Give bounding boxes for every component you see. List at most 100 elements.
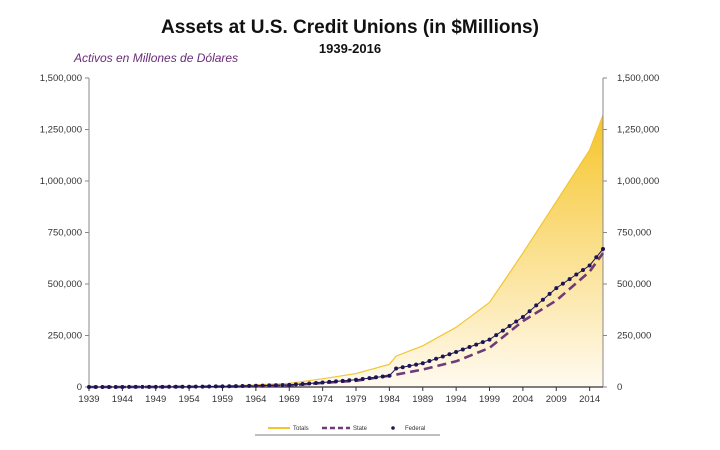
federal-point: [560, 281, 565, 286]
federal-point: [520, 315, 525, 319]
federal-point: [581, 268, 585, 272]
y-tick-label-right: 250,000: [617, 331, 651, 342]
federal-point: [547, 291, 552, 296]
x-tick-label: 1944: [112, 394, 133, 405]
x-tick-label: 2004: [512, 394, 533, 405]
y-tick-label-left: 1,000,000: [40, 176, 82, 187]
series-totals-area: [88, 114, 604, 388]
x-tick-label: 1964: [245, 394, 266, 405]
federal-point: [407, 363, 412, 368]
x-tick-label: 1949: [145, 394, 166, 405]
federal-point: [394, 366, 399, 371]
federal-point: [127, 384, 132, 389]
federal-point: [334, 379, 338, 384]
federal-point: [574, 272, 579, 277]
federal-point: [440, 354, 445, 359]
federal-point: [367, 376, 372, 381]
federal-point: [434, 356, 439, 361]
series-totals-fill: [89, 115, 603, 387]
x-tick-label: 2014: [579, 394, 600, 405]
federal-point: [594, 255, 599, 260]
federal-point: [447, 352, 452, 357]
legend-federal-label: Federal: [405, 426, 425, 432]
y-tick-label-left: 250,000: [48, 331, 82, 342]
y-tick-label-right: 1,500,000: [617, 73, 659, 84]
federal-point: [233, 384, 238, 389]
federal-point: [153, 384, 158, 389]
x-tick-label: 1974: [312, 394, 333, 405]
federal-point: [340, 378, 345, 383]
federal-point: [601, 247, 605, 251]
federal-point: [120, 385, 125, 389]
federal-point: [307, 381, 312, 386]
chart-subtitle: 1939-2016: [319, 41, 381, 56]
x-tick-label: 1979: [345, 394, 366, 405]
federal-point: [320, 380, 325, 385]
y-tick-label-left: 0: [77, 382, 82, 393]
federal-point: [287, 382, 292, 387]
y-axis-ticks: 0 0 250,000 250,000 500,000 500,000 750,000 750…: [40, 73, 660, 393]
federal-point: [587, 263, 592, 268]
x-tick-label: 2009: [546, 394, 567, 405]
x-axis-ticks: 1939 1944 1949 1954 1959 1964 1969 1974 1979 1984…: [78, 387, 600, 405]
federal-point: [293, 382, 298, 387]
federal-point: [107, 385, 111, 389]
federal-point: [487, 337, 492, 342]
federal-point: [387, 373, 392, 378]
chart-annotation: Activos en Millones de Dólares: [73, 51, 238, 65]
federal-point: [347, 378, 352, 383]
federal-point: [480, 340, 485, 345]
federal-point: [500, 328, 505, 333]
chart-title: Assets at U.S. Credit Unions (in $Millio…: [161, 17, 539, 38]
series-lines: [87, 247, 605, 389]
federal-point: [400, 365, 405, 370]
federal-point: [187, 384, 192, 389]
x-tick-label: 1989: [412, 394, 433, 405]
federal-point: [93, 385, 98, 389]
federal-point: [427, 359, 432, 363]
federal-point: [87, 385, 91, 389]
x-tick-label: 1999: [479, 394, 500, 405]
federal-point: [534, 303, 539, 308]
y-tick-label-right: 0: [617, 382, 622, 393]
federal-point: [240, 384, 245, 388]
federal-point: [374, 375, 378, 380]
x-tick-label: 1969: [279, 394, 300, 405]
federal-point: [207, 384, 212, 389]
y-tick-label-left: 1,250,000: [40, 125, 82, 136]
federal-point: [213, 384, 218, 389]
federal-point: [113, 385, 118, 389]
x-tick-label: 1994: [446, 394, 467, 405]
federal-point: [460, 347, 465, 352]
federal-point: [507, 324, 512, 328]
federal-point: [474, 342, 479, 347]
federal-point: [253, 383, 258, 388]
federal-point: [220, 384, 225, 389]
federal-point: [567, 277, 572, 282]
federal-point: [514, 319, 519, 324]
federal-point: [494, 333, 499, 338]
federal-point: [193, 384, 198, 389]
y-tick-label-left: 750,000: [48, 228, 82, 239]
federal-point: [160, 384, 165, 389]
federal-point: [314, 381, 318, 385]
federal-point: [527, 309, 532, 314]
federal-point: [200, 384, 205, 389]
federal-point: [100, 385, 105, 389]
x-tick-label: 1954: [179, 394, 200, 405]
federal-point: [554, 286, 559, 291]
federal-point: [247, 383, 252, 388]
federal-point: [540, 297, 545, 302]
federal-point: [454, 350, 459, 354]
federal-point: [380, 374, 385, 379]
y-tick-label-right: 1,250,000: [617, 125, 659, 136]
federal-point: [260, 383, 265, 388]
y-tick-label-right: 750,000: [617, 228, 651, 239]
y-tick-label-left: 1,500,000: [40, 73, 82, 84]
x-tick-label: 1959: [212, 394, 233, 405]
federal-point: [173, 384, 178, 389]
federal-point: [227, 384, 232, 389]
federal-point: [133, 384, 138, 389]
y-tick-label-left: 500,000: [48, 279, 82, 290]
